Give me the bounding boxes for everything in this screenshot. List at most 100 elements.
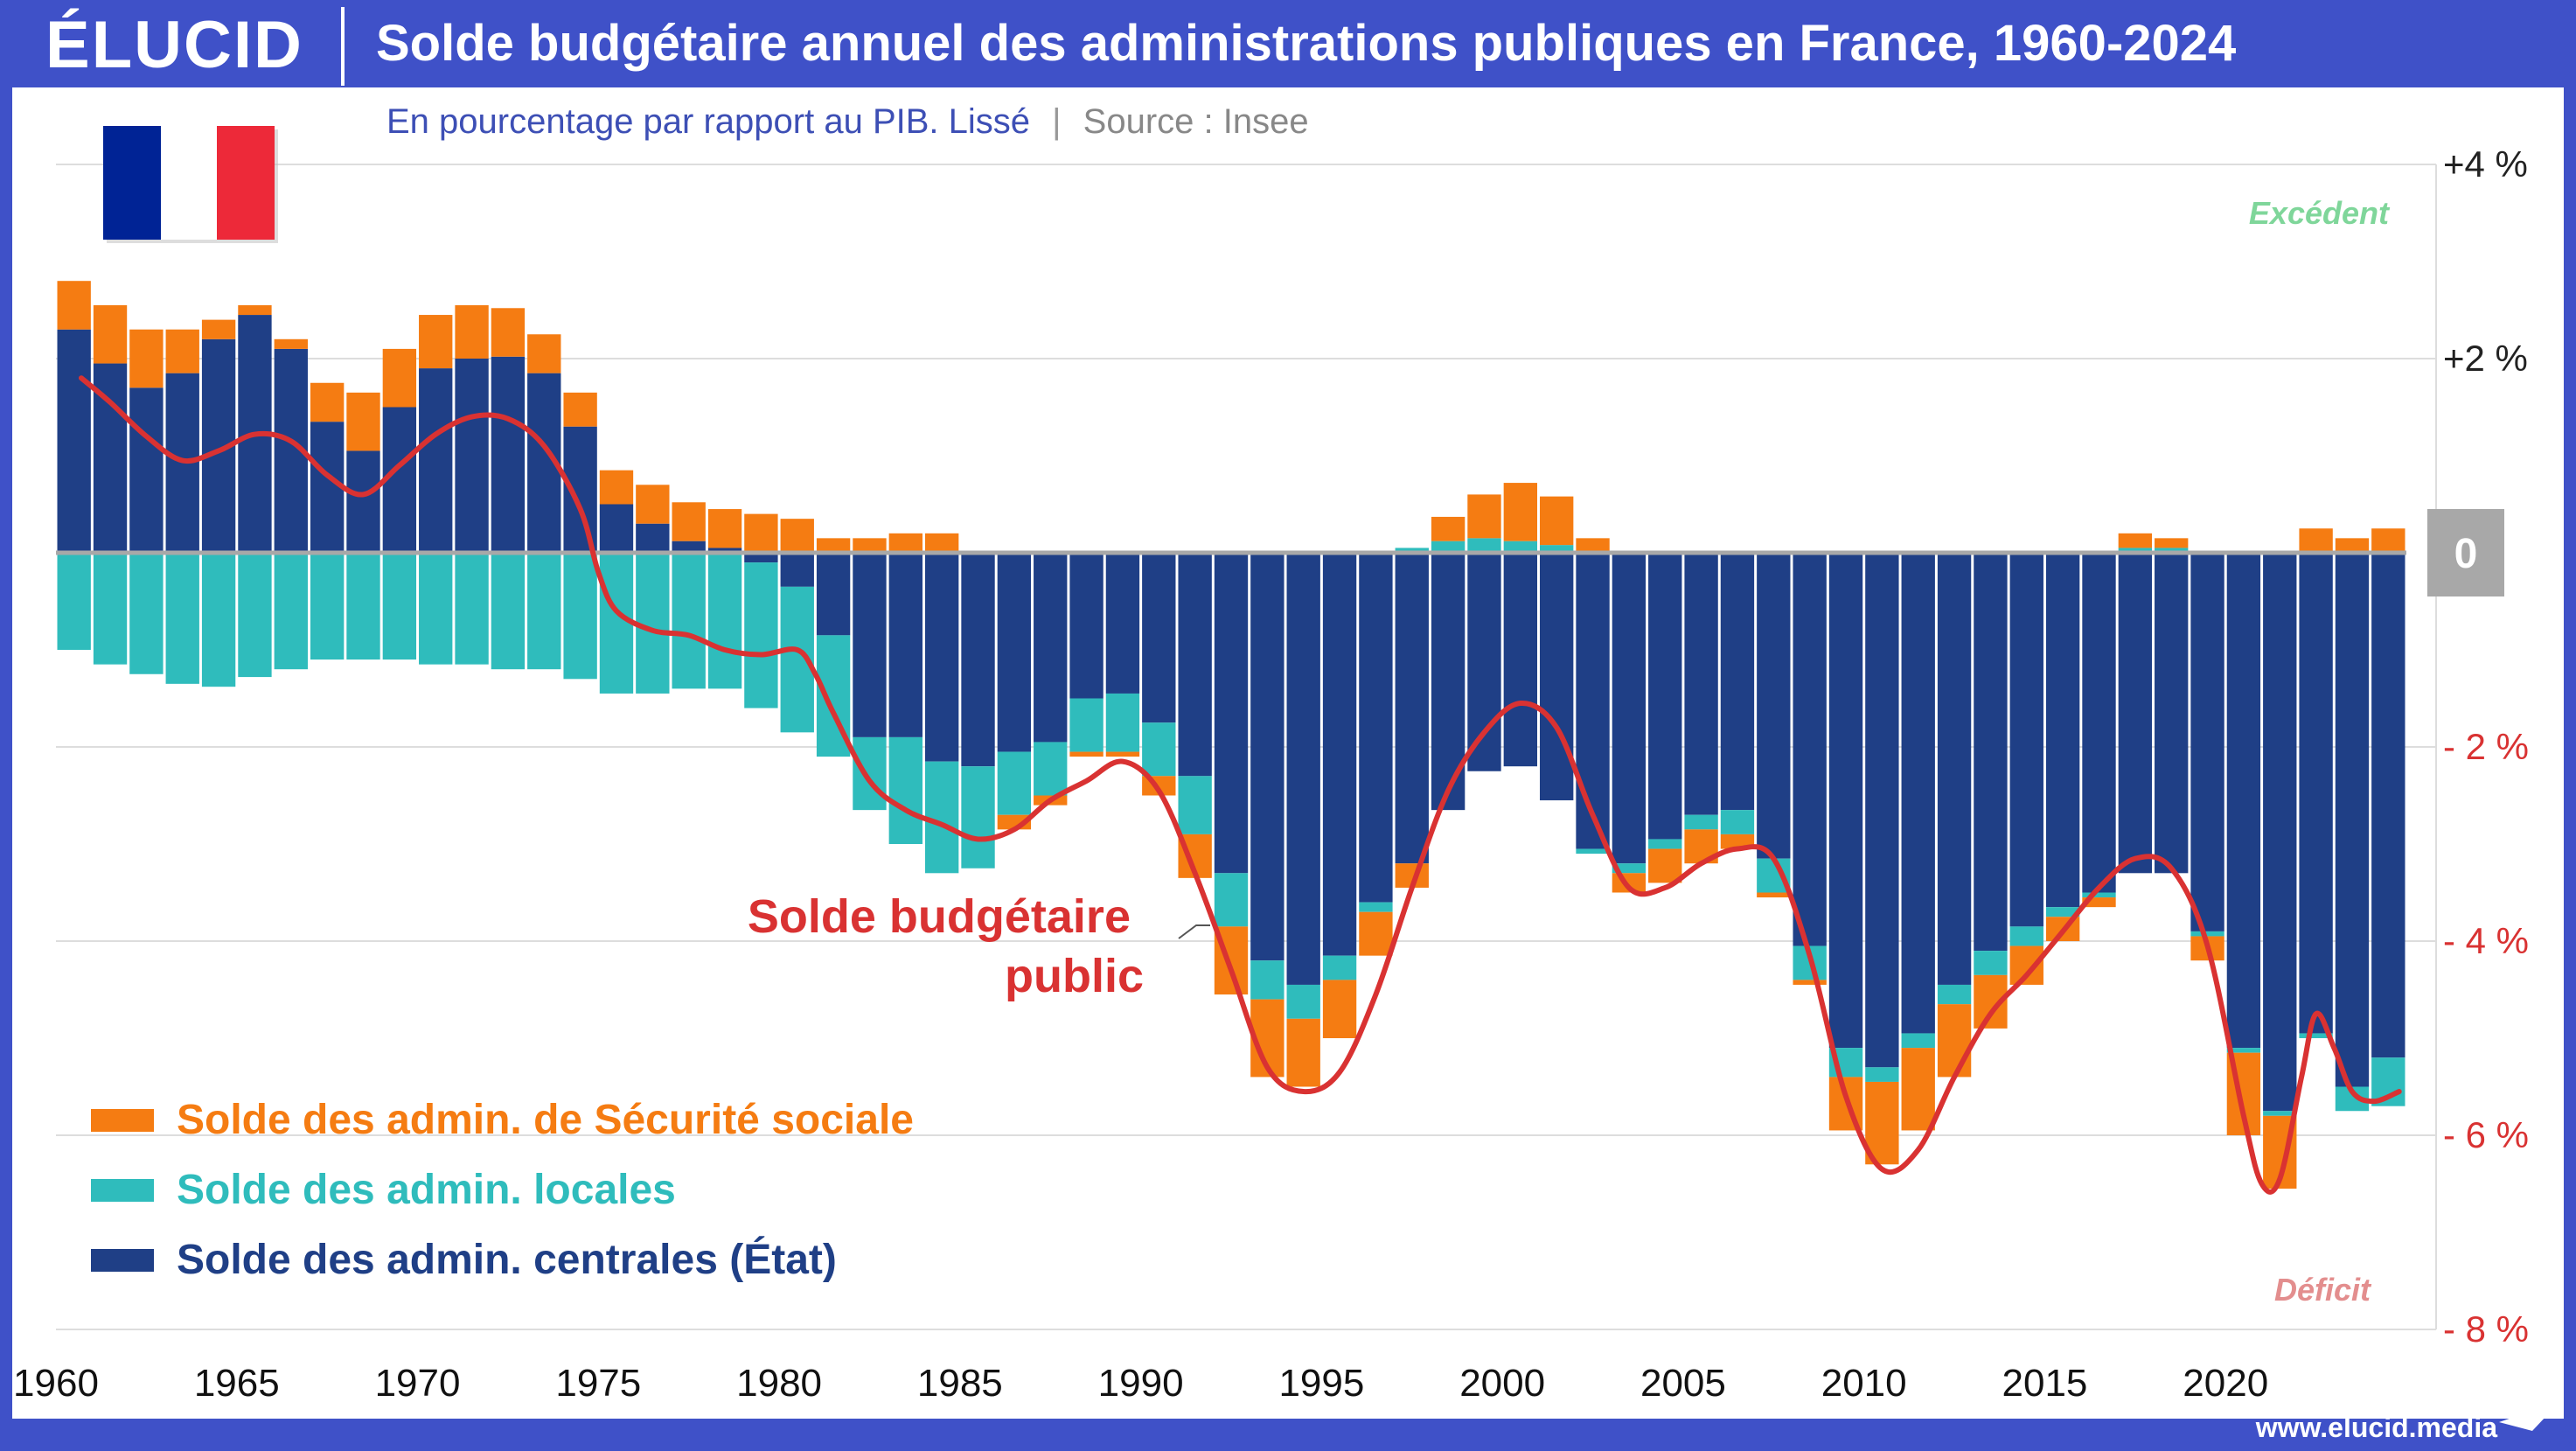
bar-secu [274, 338, 308, 349]
y-tick-label: - 6 % [2443, 1114, 2529, 1155]
bar-secu [1431, 516, 1466, 541]
bar-etat [2118, 553, 2153, 874]
bar-locales [274, 553, 308, 670]
y-tick-label: +4 % [2443, 143, 2528, 185]
bar-locales [2082, 892, 2116, 898]
bar-locales [2045, 907, 2080, 917]
bar-etat [707, 548, 742, 553]
line-label-1: Solde budgétaire [748, 890, 1131, 943]
x-tick-label: 2010 [1821, 1362, 1907, 1405]
bar-etat [744, 553, 778, 563]
bar-locales [2299, 1033, 2333, 1038]
bar-secu [129, 329, 164, 388]
bar-etat [382, 407, 417, 553]
bar-locales [382, 553, 417, 660]
legend-swatch-secu [91, 1109, 154, 1132]
bar-locales [57, 553, 91, 650]
bar-locales [419, 553, 453, 665]
bar-locales [1865, 1067, 1899, 1082]
bar-etat [961, 553, 995, 767]
bar-secu [1286, 1018, 1320, 1087]
bar-secu [2299, 528, 2333, 553]
bar-locales [2263, 1111, 2297, 1116]
x-tick-label: 1995 [1278, 1362, 1364, 1405]
legend-label-locales: Solde des admin. locales [177, 1167, 676, 1213]
france-flag-icon [103, 126, 278, 243]
footer-url[interactable]: www.elucid.media [2255, 1412, 2497, 1443]
balance-line-path [78, 375, 2402, 1195]
bar-etat [2371, 553, 2405, 1058]
x-tick-label: 2005 [1640, 1362, 1726, 1405]
bar-locales [1214, 873, 1249, 927]
page-title: Solde budgétaire annuel des administrati… [376, 15, 2237, 72]
bar-locales [672, 553, 706, 689]
bar-locales [1069, 698, 1104, 752]
bar-locales [997, 751, 1032, 815]
bar-etat [853, 553, 887, 737]
bar-locales [1034, 742, 1068, 796]
bar-etat [1395, 553, 1429, 864]
x-tick-label: 1990 [1098, 1362, 1184, 1405]
bar-etat [672, 541, 706, 553]
line-label-leader [1178, 924, 1210, 939]
bar-etat [1757, 553, 1791, 859]
bar-etat [1503, 553, 1538, 767]
bar-etat [2045, 553, 2080, 908]
bar-locales [1540, 545, 1574, 553]
bar-secu [816, 538, 851, 553]
bar-secu [1576, 538, 1610, 553]
bar-secu [636, 485, 670, 524]
header-divider [341, 7, 345, 86]
bar-locales [2009, 926, 2043, 946]
y-tick-label: +2 % [2443, 338, 2528, 379]
x-tick-label: 1965 [194, 1362, 280, 1405]
bar-locales [1395, 548, 1429, 553]
bar-etat [2082, 553, 2116, 893]
bar-etat [1540, 553, 1574, 801]
bar-etat [2335, 553, 2370, 1087]
bar-locales [924, 761, 959, 874]
bar-secu [310, 382, 345, 422]
bar-locales [1937, 984, 1972, 1005]
bar-locales [129, 553, 164, 674]
bar-etat [1974, 553, 2008, 952]
bar-etat [1359, 553, 1393, 903]
bar-locales [1720, 810, 1755, 834]
x-tick-label: 1985 [917, 1362, 1003, 1405]
bar-etat [816, 553, 851, 636]
x-tick-label: 1980 [736, 1362, 822, 1405]
legend-label-secu: Solde des admin. de Sécurité sociale [177, 1097, 914, 1143]
bar-locales [93, 553, 128, 665]
bar-locales [563, 553, 597, 680]
brand-logo[interactable]: ÉLUCID [45, 8, 303, 82]
x-tick-label: 1960 [13, 1362, 99, 1405]
bar-etat [1793, 553, 1827, 946]
bar-locales [1431, 541, 1466, 553]
bar-etat [1034, 553, 1068, 743]
chart: +4 %+2 %0- 2 %- 4 %- 6 %- 8 % 1960 1965 19… [13, 102, 2529, 1405]
bar-locales [2118, 548, 2153, 553]
legend-swatch-etat [91, 1249, 154, 1272]
bar-locales [1467, 538, 1501, 553]
bar-etat [1286, 553, 1320, 985]
bar-etat [1720, 553, 1755, 811]
subtitle-source: Source : Insee [1083, 102, 1309, 141]
bar-etat [997, 553, 1032, 752]
x-tick-label: 2000 [1459, 1362, 1545, 1405]
line-label: Solde budgétaire public [748, 890, 1144, 1002]
bar-locales [238, 553, 272, 678]
bar-secu [1069, 751, 1104, 757]
bar-locales [1142, 722, 1176, 777]
bar-secu [599, 470, 634, 505]
bar-etat [780, 553, 814, 587]
bar-locales [1286, 984, 1320, 1019]
bar-etat [2263, 553, 2297, 1112]
subtitle-separator: | [1052, 102, 1061, 141]
bar-etat [455, 359, 489, 553]
bar-etat [1576, 553, 1610, 849]
annotation-deficit: Déficit [2274, 1272, 2372, 1308]
bar-secu [455, 304, 489, 359]
x-tick-label: 1970 [375, 1362, 461, 1405]
line-label-2: public [1005, 950, 1144, 1002]
bar-locales [2155, 548, 2189, 553]
